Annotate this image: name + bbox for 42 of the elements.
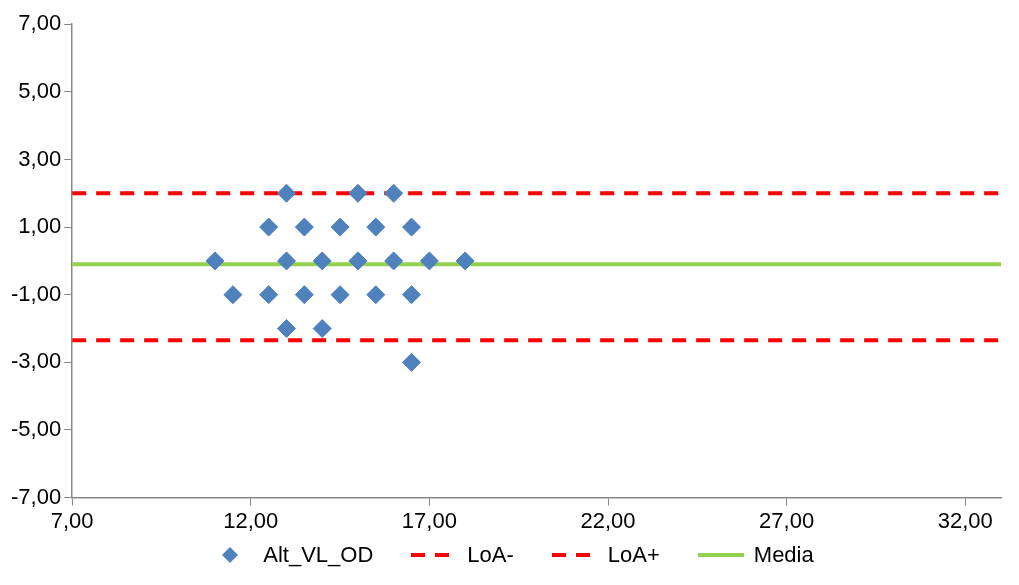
point [294, 285, 314, 305]
point [330, 217, 350, 237]
point [366, 217, 386, 237]
point [312, 319, 332, 339]
y-tick-label: 5,00 [18, 77, 62, 103]
point [402, 352, 422, 372]
legend-label: LoA+ [607, 542, 660, 568]
point [259, 285, 279, 305]
legend-label: Media [753, 542, 814, 568]
y-tick-label: -3,00 [10, 348, 62, 374]
x-tick-label: 27,00 [759, 507, 815, 533]
point [348, 251, 368, 271]
y-tick-label: 7,00 [18, 10, 62, 36]
point [419, 251, 439, 271]
point [259, 217, 279, 237]
y-tick-label: -7,00 [10, 483, 62, 509]
legend-label: Alt_VL_OD [263, 542, 374, 568]
x-tick-label: 22,00 [580, 507, 636, 533]
point [366, 285, 386, 305]
y-tick-label: -5,00 [10, 416, 62, 442]
point [223, 285, 243, 305]
point [384, 251, 404, 271]
point [312, 251, 332, 271]
point [348, 183, 368, 203]
point [277, 319, 296, 339]
point [205, 251, 225, 271]
point [402, 285, 422, 305]
point [277, 251, 296, 271]
point [330, 285, 350, 305]
point [294, 217, 314, 237]
y-tick-label: -1,00 [10, 280, 62, 306]
legend-label: LoA- [467, 542, 514, 568]
point [402, 217, 422, 237]
x-tick-label: 32,00 [937, 507, 993, 533]
y-tick-label: 1,00 [18, 213, 62, 239]
point [384, 183, 404, 203]
point [455, 251, 475, 271]
x-tick-label: 12,00 [223, 507, 279, 533]
point [277, 183, 296, 203]
x-tick-label: 17,00 [401, 507, 457, 533]
x-tick-label: 7,00 [50, 507, 94, 533]
y-tick-label: 3,00 [18, 145, 62, 171]
